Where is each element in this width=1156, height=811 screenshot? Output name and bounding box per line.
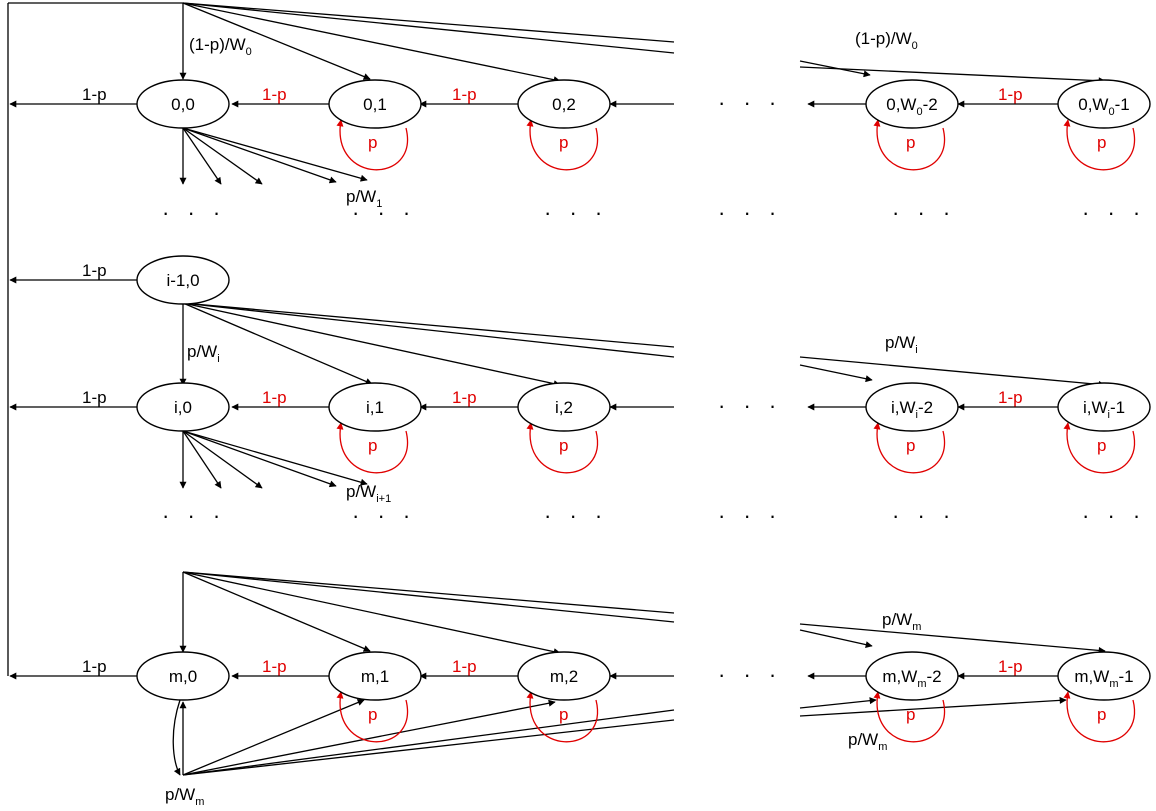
node-i-wi-minus-2: i,Wi-2 [865, 382, 959, 432]
label-rowm-bottom-right: p/Wm [848, 730, 887, 753]
label-rowm-t1: 1-p [262, 657, 287, 676]
node-i-2: i,2 [517, 382, 611, 432]
row-0-self-loops [336, 119, 1136, 171]
svg-text:p: p [1097, 436, 1106, 455]
label-rowi-in-left: p/Wi [187, 342, 220, 365]
svg-text:p: p [1097, 133, 1106, 152]
svg-text:p: p [906, 436, 915, 455]
svg-text:p: p [559, 705, 568, 724]
svg-text:· · ·: · · · [544, 503, 608, 528]
svg-text:· · ·: · · · [352, 503, 416, 528]
node-0-w0-minus-1: 0,W0-1 [1057, 79, 1151, 129]
node-i-wi-minus-1: i,Wi-1 [1057, 382, 1151, 432]
svg-text:i,2: i,2 [555, 398, 573, 417]
label-row0-t2: 1-p [452, 85, 477, 104]
svg-text:· · ·: · · · [892, 503, 956, 528]
svg-text:· · ·: · · · [718, 393, 782, 418]
label-rowi-out: p/Wi+1 [346, 482, 391, 505]
label-rowm-exit: 1-p [82, 657, 107, 676]
svg-text:i,0: i,0 [174, 398, 192, 417]
node-i-0: i,0 [136, 382, 230, 432]
svg-text:m,0: m,0 [169, 667, 197, 686]
node-m-2: m,2 [517, 651, 611, 701]
node-0-2: 0,2 [517, 79, 611, 129]
node-m-wm-minus-2: m,Wm-2 [865, 651, 959, 701]
row-m-self-loops [336, 691, 1136, 743]
svg-text:m,Wm-1: m,Wm-1 [1074, 667, 1133, 690]
row-0-edges [9, 2, 1106, 185]
svg-text:p: p [559, 133, 568, 152]
label-rowm-t3: 1-p [998, 657, 1023, 676]
svg-text:· · ·: · · · [1082, 503, 1146, 528]
svg-text:0,W0-2: 0,W0-2 [886, 95, 937, 118]
label-rowi-t3: 1-p [998, 388, 1023, 407]
ellipsis-dots: · · · · · · · · · · · · · · · · · · · · … [162, 90, 1146, 687]
row-i-self-loops [336, 422, 1136, 474]
node-m-1: m,1 [328, 651, 422, 701]
svg-text:m,1: m,1 [361, 667, 389, 686]
self-loop-labels: p p p p p p p p p p p p [368, 133, 1106, 724]
svg-text:0,W0-1: 0,W0-1 [1078, 95, 1129, 118]
svg-text:p: p [906, 705, 915, 724]
label-rowi-in-right: p/Wi [885, 333, 918, 356]
row-i-minus-1-edges [9, 276, 1106, 388]
svg-text:i,Wi-1: i,Wi-1 [1083, 398, 1125, 421]
node-m-0: m,0 [136, 651, 230, 701]
svg-text:i-1,0: i-1,0 [166, 271, 199, 290]
label-rowm-in-right: p/Wm [882, 610, 921, 633]
label-row0-t3: 1-p [998, 85, 1023, 104]
node-0-w0-minus-2: 0,W0-2 [865, 79, 959, 129]
svg-text:· · ·: · · · [718, 200, 782, 225]
label-rowi-t2: 1-p [452, 388, 477, 407]
label-rowm-bottom-left: p/Wm [165, 785, 204, 808]
svg-text:· · ·: · · · [162, 503, 226, 528]
svg-text:· · ·: · · · [718, 90, 782, 115]
svg-text:· · ·: · · · [718, 662, 782, 687]
svg-text:· · ·: · · · [1082, 200, 1146, 225]
svg-text:m,Wm-2: m,Wm-2 [882, 667, 941, 690]
svg-text:· · ·: · · · [352, 200, 416, 225]
label-row0-t1: 1-p [262, 85, 287, 104]
label-rowi-minus-1-exit: 1-p [82, 261, 107, 280]
svg-text:p: p [368, 705, 377, 724]
svg-text:0,1: 0,1 [363, 95, 387, 114]
left-return-bus [7, 2, 187, 676]
svg-text:· · ·: · · · [544, 200, 608, 225]
svg-text:p: p [1097, 705, 1106, 724]
svg-text:i,Wi-2: i,Wi-2 [891, 398, 933, 421]
row-i-edges [9, 403, 1058, 489]
svg-text:· · ·: · · · [162, 200, 226, 225]
node-i-1: i,1 [328, 382, 422, 432]
node-m-wm-minus-1: m,Wm-1 [1057, 651, 1151, 701]
svg-text:· · ·: · · · [892, 200, 956, 225]
label-row0-exit: 1-p [82, 85, 107, 104]
svg-text:m,2: m,2 [550, 667, 578, 686]
node-0-0: 0,0 [136, 79, 230, 129]
label-rowi-exit: 1-p [82, 388, 107, 407]
label-rowm-t2: 1-p [452, 657, 477, 676]
svg-text:p: p [368, 133, 377, 152]
svg-text:p: p [906, 133, 915, 152]
label-row0-in-right: (1-p)/W0 [855, 29, 918, 52]
label-row0-in-left: (1-p)/W0 [189, 35, 252, 58]
svg-text:p: p [559, 436, 568, 455]
node-i-minus-1-0: i-1,0 [136, 255, 230, 305]
node-0-1: 0,1 [328, 79, 422, 129]
svg-text:· · ·: · · · [718, 503, 782, 528]
row-m-edges [9, 571, 1106, 776]
label-row0-out: p/W1 [346, 187, 382, 210]
svg-text:0,0: 0,0 [171, 95, 195, 114]
svg-text:0,2: 0,2 [552, 95, 576, 114]
label-rowi-t1: 1-p [262, 388, 287, 407]
svg-text:p: p [368, 436, 377, 455]
svg-text:i,1: i,1 [366, 398, 384, 417]
